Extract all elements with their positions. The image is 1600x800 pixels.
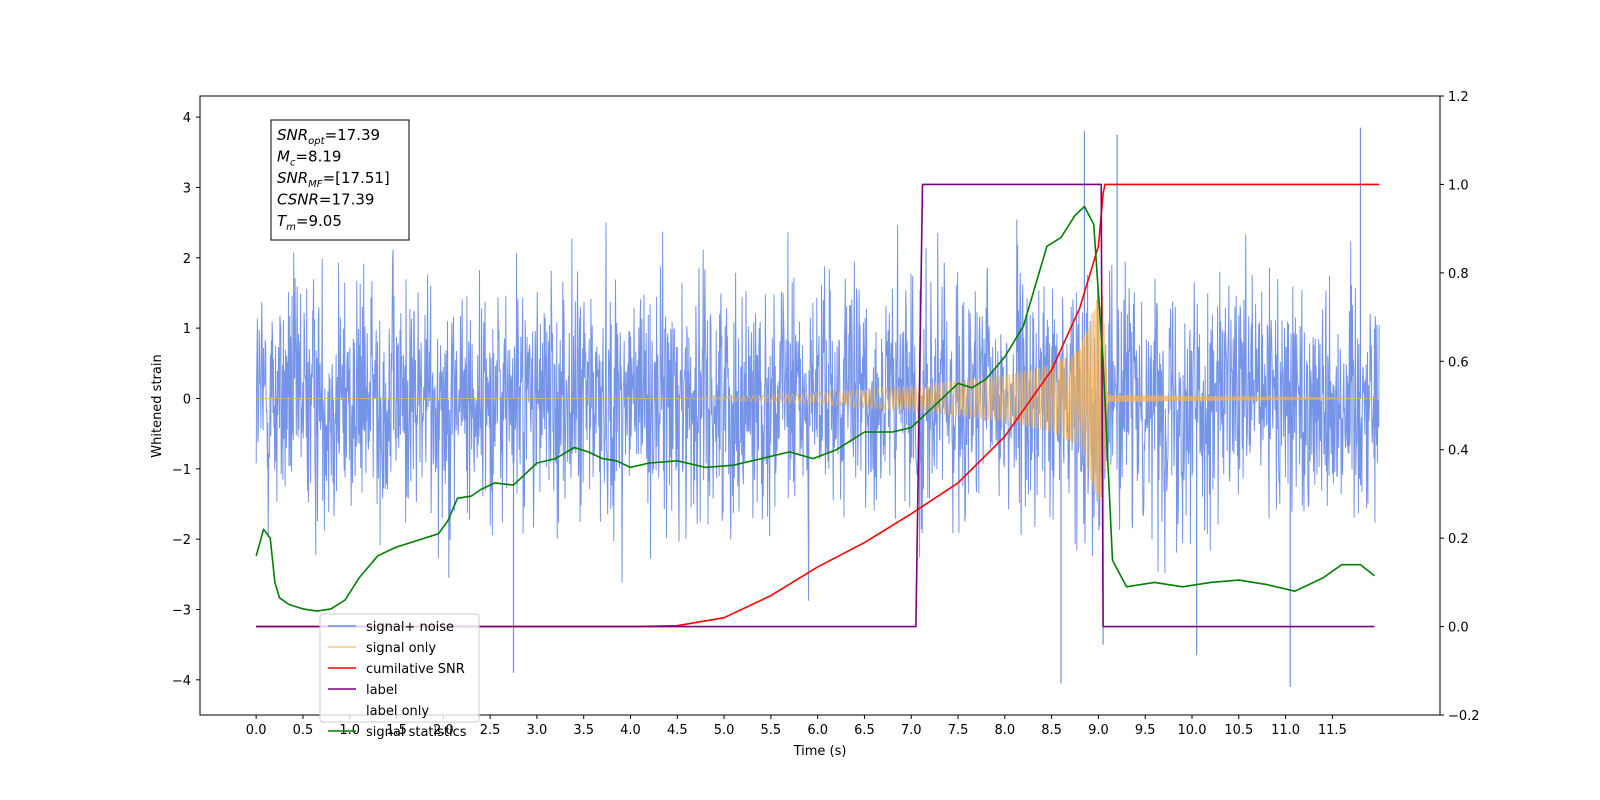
legend-frame — [319, 613, 480, 723]
y-left-tick-label: 4 — [183, 111, 191, 126]
y-left-tick-label: −3 — [172, 603, 191, 618]
y-right-tick-label: 0.6 — [1448, 355, 1469, 370]
y-axis-left: 4 3 2 1 0 −1 −2 −3 −4 — [172, 111, 200, 689]
x-tick-label: 8.5 — [1041, 723, 1062, 738]
info-box-line: Tm=9.05 — [277, 212, 342, 233]
y-left-tick-label: 3 — [183, 181, 191, 196]
x-axis-label: Time (s) — [793, 744, 847, 759]
y-axis-label-left: Whitened strain — [150, 354, 165, 457]
y-right-tick-label: 0.8 — [1448, 267, 1469, 282]
x-tick-label: 11.0 — [1271, 723, 1300, 738]
legend: signal+ noise signal only cumilative SNR la… — [319, 613, 480, 740]
y-right-tick-label: 0.4 — [1448, 444, 1469, 459]
signal-only-series — [256, 292, 1380, 500]
y-left-tick-label: 1 — [183, 322, 191, 337]
info-box-line: SNRMF=[17.51] — [277, 169, 390, 190]
x-tick-label: 7.5 — [948, 723, 969, 738]
y-right-tick-label: 0.0 — [1448, 621, 1469, 636]
x-tick-label: 9.0 — [1088, 723, 1109, 738]
x-tick-label: 5.5 — [761, 723, 782, 738]
x-tick-label: 4.5 — [667, 723, 688, 738]
y-left-tick-label: −2 — [172, 533, 191, 548]
y-right-tick-label: 1.0 — [1448, 178, 1469, 193]
legend-label-label-only: label only — [366, 704, 429, 719]
signal-statistics-line — [255, 205, 1375, 612]
x-tick-label: 11.5 — [1318, 723, 1347, 738]
legend-label-signal-only: signal only — [366, 641, 436, 656]
x-tick-label: 2.5 — [480, 723, 501, 738]
x-tick-label: 0.0 — [246, 723, 267, 738]
y-left-tick-label: −4 — [172, 674, 191, 689]
line-series-group — [255, 183, 1380, 628]
x-tick-label: 0.5 — [293, 723, 314, 738]
info-box-line: SNRopt=17.39 — [277, 126, 380, 147]
legend-label-cumilative-snr: cumilative SNR — [366, 662, 465, 677]
y-right-tick-label: 1.2 — [1448, 90, 1469, 105]
x-tick-label: 3.5 — [573, 723, 594, 738]
y-right-tick-label: −0.2 — [1448, 709, 1480, 724]
signal-only-line — [256, 292, 1380, 500]
y-right-tick-label: 0.2 — [1448, 532, 1469, 547]
x-tick-label: 6.5 — [854, 723, 875, 738]
y-left-tick-label: 0 — [183, 392, 191, 407]
x-tick-label: 8.0 — [994, 723, 1015, 738]
x-tick-label: 2.0 — [433, 723, 454, 738]
legend-label-signal-noise: signal+ noise — [366, 620, 454, 635]
plot-area — [255, 127, 1380, 687]
x-tick-label: 4.0 — [620, 723, 641, 738]
legend-label-signal-statistics: signal statistics — [366, 725, 467, 740]
info-box-frame — [270, 119, 410, 241]
info-box-line: CSNR=17.39 — [277, 191, 374, 209]
legend-label-label: label — [366, 683, 397, 698]
x-tick-label: 3.0 — [527, 723, 548, 738]
label-line — [256, 183, 1375, 628]
x-tick-label: 10.5 — [1224, 723, 1253, 738]
x-tick-label: 9.5 — [1135, 723, 1156, 738]
x-tick-label: 1.5 — [386, 723, 407, 738]
y-left-tick-label: 2 — [183, 252, 191, 267]
signal-noise-line — [255, 219, 1380, 601]
plot-frame — [199, 95, 1441, 716]
x-tick-label: 7.0 — [901, 723, 922, 738]
x-tick-label: 10.0 — [1178, 723, 1207, 738]
x-tick-label: 5.0 — [714, 723, 735, 738]
x-tick-label: 6.0 — [807, 723, 828, 738]
y-left-tick-label: −1 — [172, 463, 191, 478]
info-box: SNRopt=17.39Mc=8.19SNRMF=[17.51]CSNR=17.… — [270, 119, 410, 241]
info-box-line: Mc=8.19 — [277, 148, 341, 169]
y-axis-right: 1.2 1.0 0.8 0.6 0.4 0.2 0.0 −0.2 — [1440, 90, 1480, 724]
